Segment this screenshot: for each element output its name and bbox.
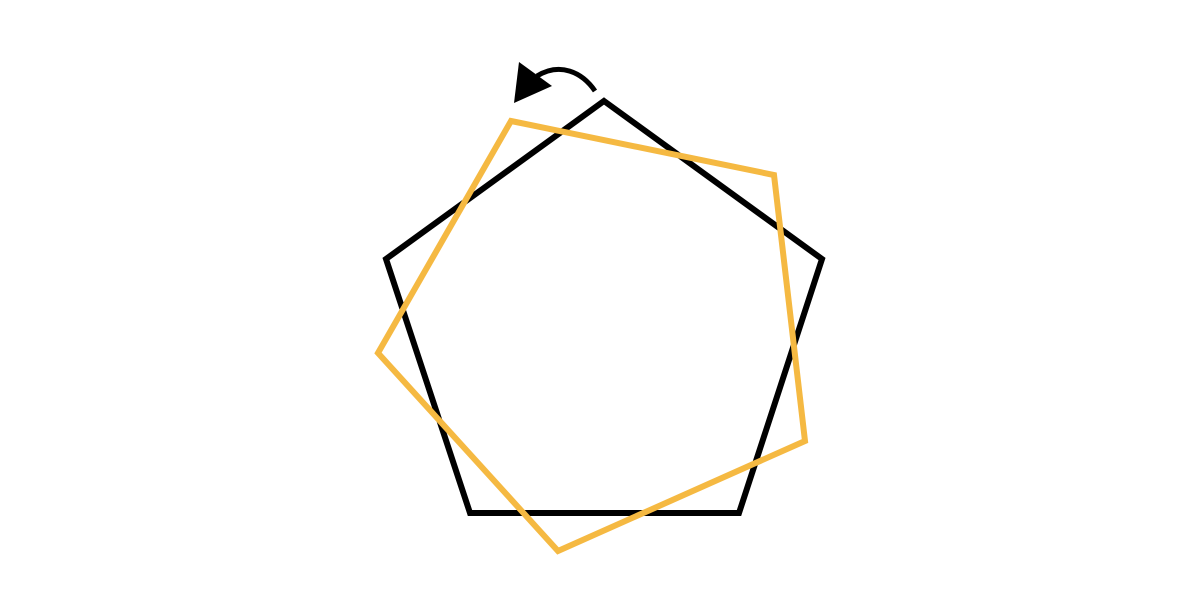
rotation-arrow-head: [514, 62, 552, 103]
original-pentagon: [382, 97, 826, 516]
rotation-arrow: [514, 62, 598, 103]
rotated-pentagon: [374, 117, 809, 555]
rotation-arrow-arc: [535, 66, 598, 93]
